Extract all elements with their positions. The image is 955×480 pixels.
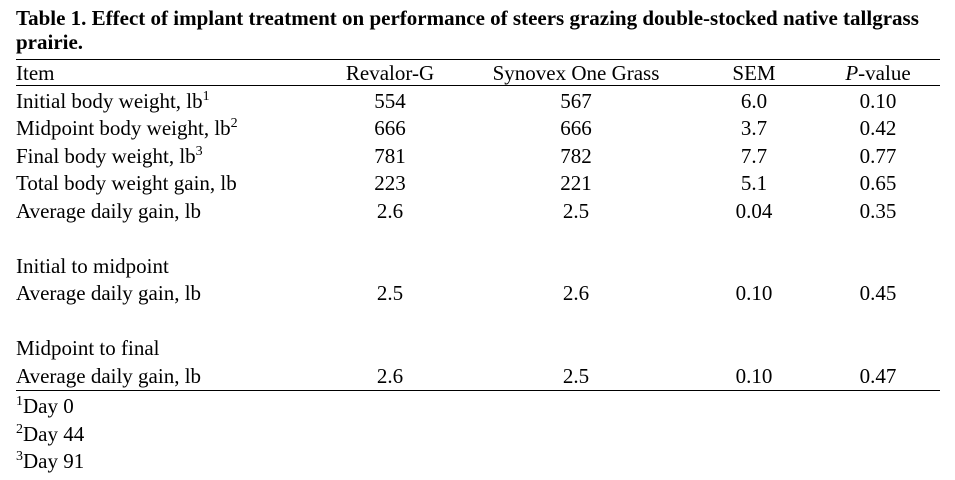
section-heading: Initial to midpoint (16, 253, 169, 278)
p-value: 0.65 (859, 171, 897, 195)
header-sem: SEM (732, 61, 776, 85)
sem-value: 6.0 (740, 88, 768, 113)
row-label: Average daily gain, lb (16, 281, 202, 305)
footnote-mark: 3 (16, 449, 23, 464)
footnote-mark: 2 (16, 421, 23, 437)
revalor-value: 781 (374, 143, 406, 168)
performance-table: Item Revalor-G Synovex One Grass SEM P-v… (16, 60, 940, 390)
section-heading-row: Midpoint to final (16, 335, 940, 363)
spacer-row (16, 225, 940, 253)
p-value: 0.10 (859, 88, 897, 113)
footnote-mark: 3 (195, 143, 203, 159)
p-suffix: -value (858, 61, 911, 85)
table-caption: Table 1. Effect of implant treatment on … (16, 6, 919, 54)
section-heading-row: Initial to midpoint (16, 253, 940, 281)
table-row: Average daily gain, lb 2.5 2.6 0.10 0.45 (16, 280, 940, 308)
spacer-row (16, 308, 940, 336)
p-value: 0.77 (859, 143, 897, 168)
p-value: 0.45 (859, 281, 897, 305)
row-label: Final body weight, lb3 (16, 143, 203, 168)
footnote: 2Day 44 (16, 421, 84, 449)
bottom-rule (16, 390, 940, 391)
header-item: Item (16, 61, 55, 85)
footnote-mark: 1 (16, 394, 23, 409)
p-value: 0.42 (859, 116, 897, 140)
footnote-text: Day 44 (23, 421, 85, 446)
table-row: Total body weight gain, lb 223 221 5.1 0… (16, 170, 940, 198)
p-value: 0.47 (859, 363, 897, 388)
revalor-value: 554 (374, 88, 406, 113)
p-letter: P (845, 61, 859, 85)
row-label: Total body weight gain, lb (16, 171, 237, 195)
revalor-value: 2.6 (376, 198, 404, 223)
sem-value: 3.7 (740, 116, 768, 140)
row-label: Average daily gain, lb (16, 198, 202, 223)
header-synovex: Synovex One Grass (492, 61, 660, 85)
revalor-value: 2.5 (376, 281, 404, 305)
footnote-text: Day 91 (23, 449, 85, 473)
synovex-value: 2.5 (562, 198, 590, 223)
table-row: Average daily gain, lb 2.6 2.5 0.10 0.47 (16, 363, 940, 391)
row-label: Initial body weight, lb1 (16, 88, 210, 113)
synovex-value: 2.5 (562, 363, 590, 388)
sem-value: 0.10 (735, 363, 773, 388)
section-heading: Midpoint to final (16, 336, 160, 360)
footnote: 3Day 91 (16, 448, 84, 476)
revalor-value: 223 (374, 171, 406, 195)
table-row: Initial body weight, lb1 554 567 6.0 0.1… (16, 88, 940, 116)
revalor-value: 666 (374, 116, 406, 140)
table-row: Average daily gain, lb 2.6 2.5 0.04 0.35 (16, 198, 940, 226)
p-value: 0.35 (859, 198, 897, 223)
table-row: Midpoint body weight, lb2 666 666 3.7 0.… (16, 115, 940, 143)
sem-value: 5.1 (740, 171, 768, 195)
footnote: 1Day 0 (16, 393, 84, 421)
header-row: Item Revalor-G Synovex One Grass SEM P-v… (16, 60, 940, 88)
header-revalor: Revalor-G (345, 61, 435, 85)
revalor-value: 2.6 (376, 363, 404, 388)
synovex-value: 221 (560, 171, 592, 195)
top-rule (16, 59, 940, 60)
footnote-text: Day 0 (23, 394, 74, 418)
sem-value: 7.7 (740, 143, 768, 168)
row-label: Average daily gain, lb (16, 363, 202, 388)
footnotes: 1Day 0 2Day 44 3Day 91 (16, 393, 84, 476)
header-p-value: P-value (816, 60, 940, 88)
header-rule (16, 85, 940, 86)
synovex-value: 782 (560, 143, 592, 168)
table-row: Final body weight, lb3 781 782 7.7 0.77 (16, 143, 940, 171)
synovex-value: 567 (560, 88, 592, 113)
synovex-value: 666 (560, 116, 592, 140)
footnote-mark: 1 (202, 88, 210, 104)
row-label: Midpoint body weight, lb2 (16, 116, 238, 140)
sem-value: 0.10 (735, 281, 773, 305)
synovex-value: 2.6 (562, 281, 590, 305)
footnote-mark: 2 (230, 116, 238, 131)
sem-value: 0.04 (735, 198, 773, 223)
